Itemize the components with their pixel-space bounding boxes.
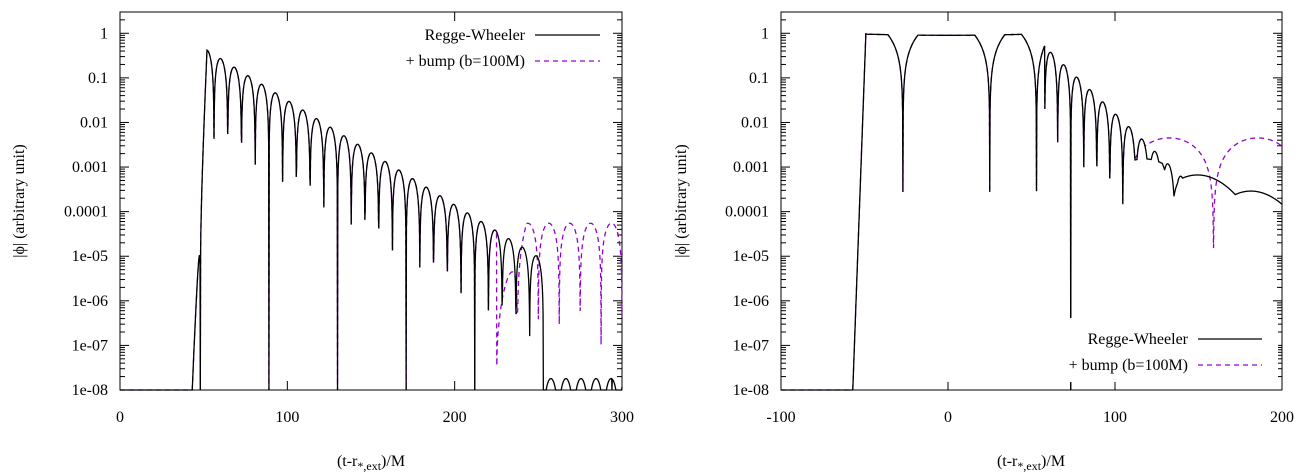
x-tick-label: 0	[116, 409, 124, 426]
left-y-ticks: 1 0.1 0.01 0.001 0.0001 1e-05 1e-06 1e-07 1e-08	[64, 11, 622, 399]
y-tick-label: 0.0001	[64, 204, 108, 221]
series-line-0	[781, 32, 1283, 391]
y-tick-label: 1	[761, 25, 769, 42]
series-line-1	[120, 48, 623, 391]
right-legend-background	[880, 318, 1278, 382]
series-line-0	[120, 48, 623, 391]
left-plot-frame	[119, 11, 623, 391]
y-tick-label: 0.01	[80, 114, 108, 131]
right-x-axis-label: (t-r*,ext)/M	[997, 453, 1065, 473]
right-plot-frame	[780, 11, 1283, 391]
right-y-axis-label: |ϕ| (arbitrary unit)	[673, 144, 690, 257]
x-tick-label: 300	[610, 409, 634, 426]
left-y-axis-label: |ϕ| (arbitrary unit)	[11, 144, 28, 257]
right-legend: Regge-Wheeler + bump (b=100M)	[880, 318, 1278, 382]
y-tick-label: 0.001	[733, 159, 769, 176]
x-tick-label: 200	[443, 409, 467, 426]
y-tick-label: 0.0001	[725, 204, 769, 221]
y-tick-label: 1e-08	[733, 382, 769, 399]
y-tick-label: 1e-06	[72, 293, 108, 310]
right-x-ticks: -100 0 100 200	[766, 12, 1294, 426]
y-tick-label: 0.1	[749, 70, 769, 87]
x-tick-label: 200	[1270, 409, 1294, 426]
left-legend-label-0: Regge-Wheeler	[425, 27, 526, 44]
left-chart-panel: 10.10.010.0010.00011e-051e-061e-071e-08 …	[11, 11, 634, 473]
right-y-ticks: 1 0.1 0.01 0.001 0.0001 1e-05 1e-06 1e-07 1e-08	[725, 11, 1282, 399]
y-tick-label: 0.01	[741, 114, 769, 131]
y-tick-label: 1e-05	[733, 248, 769, 265]
left-x-axis-label: (t-r*,ext)/M	[337, 453, 405, 473]
y-tick-label: 1e-08	[72, 382, 108, 399]
y-tick-label: 0.001	[72, 159, 108, 176]
y-tick-label: 1e-05	[72, 248, 108, 265]
y-tick-label: 1	[100, 25, 108, 42]
x-tick-label: 100	[275, 409, 299, 426]
x-tick-label: 100	[1103, 409, 1127, 426]
y-tick-label: 1e-06	[733, 293, 769, 310]
right-legend-label-1: + bump (b=100M)	[1069, 357, 1188, 374]
y-tick-label: 1e-07	[733, 337, 769, 354]
left-legend-label-1: + bump (b=100M)	[406, 53, 525, 70]
x-tick-label: 0	[944, 409, 952, 426]
right-series-group	[781, 32, 1283, 391]
right-legend-label-0: Regge-Wheeler	[1088, 331, 1189, 348]
left-legend: Regge-Wheeler + bump (b=100M)	[406, 27, 600, 70]
x-tick-label: -100	[766, 409, 795, 426]
left-series-group	[120, 48, 623, 391]
y-tick-label: 0.1	[88, 70, 108, 87]
y-tick-label: 1e-07	[72, 337, 108, 354]
left-x-ticks: 0 100 200 300	[116, 12, 634, 426]
right-chart-panel: 10.10.010.0010.00011e-051e-061e-071e-08 …	[673, 11, 1294, 473]
